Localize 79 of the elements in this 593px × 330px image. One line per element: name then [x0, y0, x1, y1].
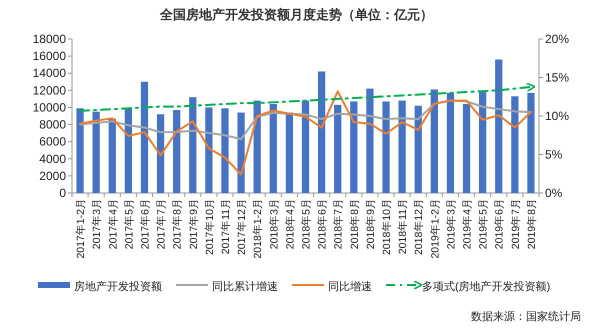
bar	[511, 96, 518, 193]
bar	[205, 107, 213, 193]
chart-title: 全国房地产开发投资额月度走势（单位：亿元）	[159, 7, 433, 22]
x-tick-label: 2019年3月	[445, 198, 458, 250]
y2-tick-label: 15%	[545, 70, 570, 84]
legend-label: 同比累计增速	[212, 280, 278, 293]
y2-tick-label: 20%	[545, 32, 570, 46]
bar	[527, 92, 535, 193]
bar	[479, 92, 486, 193]
bar	[446, 92, 454, 193]
bar	[350, 101, 358, 193]
y-tick-label: 6000	[39, 134, 66, 149]
line-series	[79, 100, 532, 140]
x-tick-label: 2017年3月	[91, 198, 104, 250]
x-tick-label: 2019年8月	[526, 198, 538, 250]
x-tick-label: 2018年4月	[284, 198, 296, 250]
x-tick-label: 2019年6月	[494, 198, 506, 250]
x-tick-label: 2017年5月	[123, 198, 136, 250]
x-tick-label: 2017年9月	[188, 198, 200, 250]
bar	[221, 108, 229, 193]
x-tick-label: 2019年4月	[462, 198, 474, 250]
bar	[124, 108, 132, 193]
bar	[108, 118, 116, 193]
y-tick-label: 0	[59, 186, 66, 200]
bar	[140, 82, 148, 193]
bar	[334, 104, 342, 193]
x-tick-label: 2017年10月	[204, 198, 216, 256]
y-tick-label: 10000	[32, 100, 66, 114]
y-tick-label: 2000	[39, 168, 66, 183]
y-tick-label: 14000	[32, 66, 66, 80]
x-tick-label: 2017年12月	[236, 198, 248, 256]
legend-label: 同比增速	[328, 280, 372, 293]
x-tick-label: 2017年8月	[172, 198, 184, 250]
x-tick-label: 2019年1-2月	[429, 198, 442, 259]
bar	[76, 108, 84, 193]
x-tick-label: 2018年12月	[413, 198, 426, 256]
y2-tick-label: 5%	[545, 148, 563, 162]
bar	[366, 88, 374, 193]
bar	[92, 112, 100, 193]
bar	[495, 60, 502, 193]
y-tick-label: 8000	[39, 118, 66, 132]
y-tick-label: 4000	[39, 152, 66, 166]
x-tick-label: 2018年10月	[381, 198, 394, 256]
x-tick-label: 2017年6月	[139, 198, 152, 250]
x-tick-label: 2019年7月	[510, 198, 522, 250]
line-series	[79, 90, 532, 176]
bar	[286, 112, 294, 193]
x-tick-label: 2017年11月	[220, 198, 232, 254]
x-tick-label: 2018年9月	[364, 198, 377, 250]
bar	[382, 101, 390, 193]
bar	[398, 100, 406, 193]
source-note: 数据来源：国家统计局	[471, 310, 581, 323]
bar	[430, 89, 438, 193]
x-tick-label: 2018年5月	[300, 198, 312, 250]
bar	[318, 72, 326, 193]
x-tick-label: 2018年1-2月	[252, 198, 264, 259]
x-tick-label: 2017年7月	[156, 198, 168, 250]
bar	[189, 97, 196, 193]
x-tick-label: 2018年7月	[332, 198, 345, 250]
x-tick-label: 2019年5月	[478, 198, 490, 250]
y-tick-label: 16000	[32, 49, 66, 64]
legend-label: 多项式(房地产开发投资额)	[422, 280, 550, 293]
y2-tick-label: 0%	[545, 186, 563, 200]
x-tick-label: 2018年8月	[348, 198, 361, 250]
bar	[173, 110, 180, 193]
bar	[302, 100, 310, 193]
y-tick-label: 18000	[32, 32, 66, 46]
y2-tick-label: 10%	[545, 109, 570, 123]
bar	[254, 100, 261, 193]
legend-label: 房地产开发投资额	[74, 280, 162, 293]
x-tick-label: 2018年6月	[316, 198, 329, 250]
bar	[414, 106, 422, 193]
x-tick-label: 2018年11月	[397, 198, 410, 254]
bar	[462, 104, 470, 193]
x-tick-label: 2017年1-2月	[75, 198, 88, 259]
x-tick-label: 2018年3月	[268, 198, 280, 250]
bar	[270, 104, 277, 193]
x-tick-label: 2017年4月	[107, 198, 120, 250]
y-tick-label: 12000	[32, 83, 66, 98]
